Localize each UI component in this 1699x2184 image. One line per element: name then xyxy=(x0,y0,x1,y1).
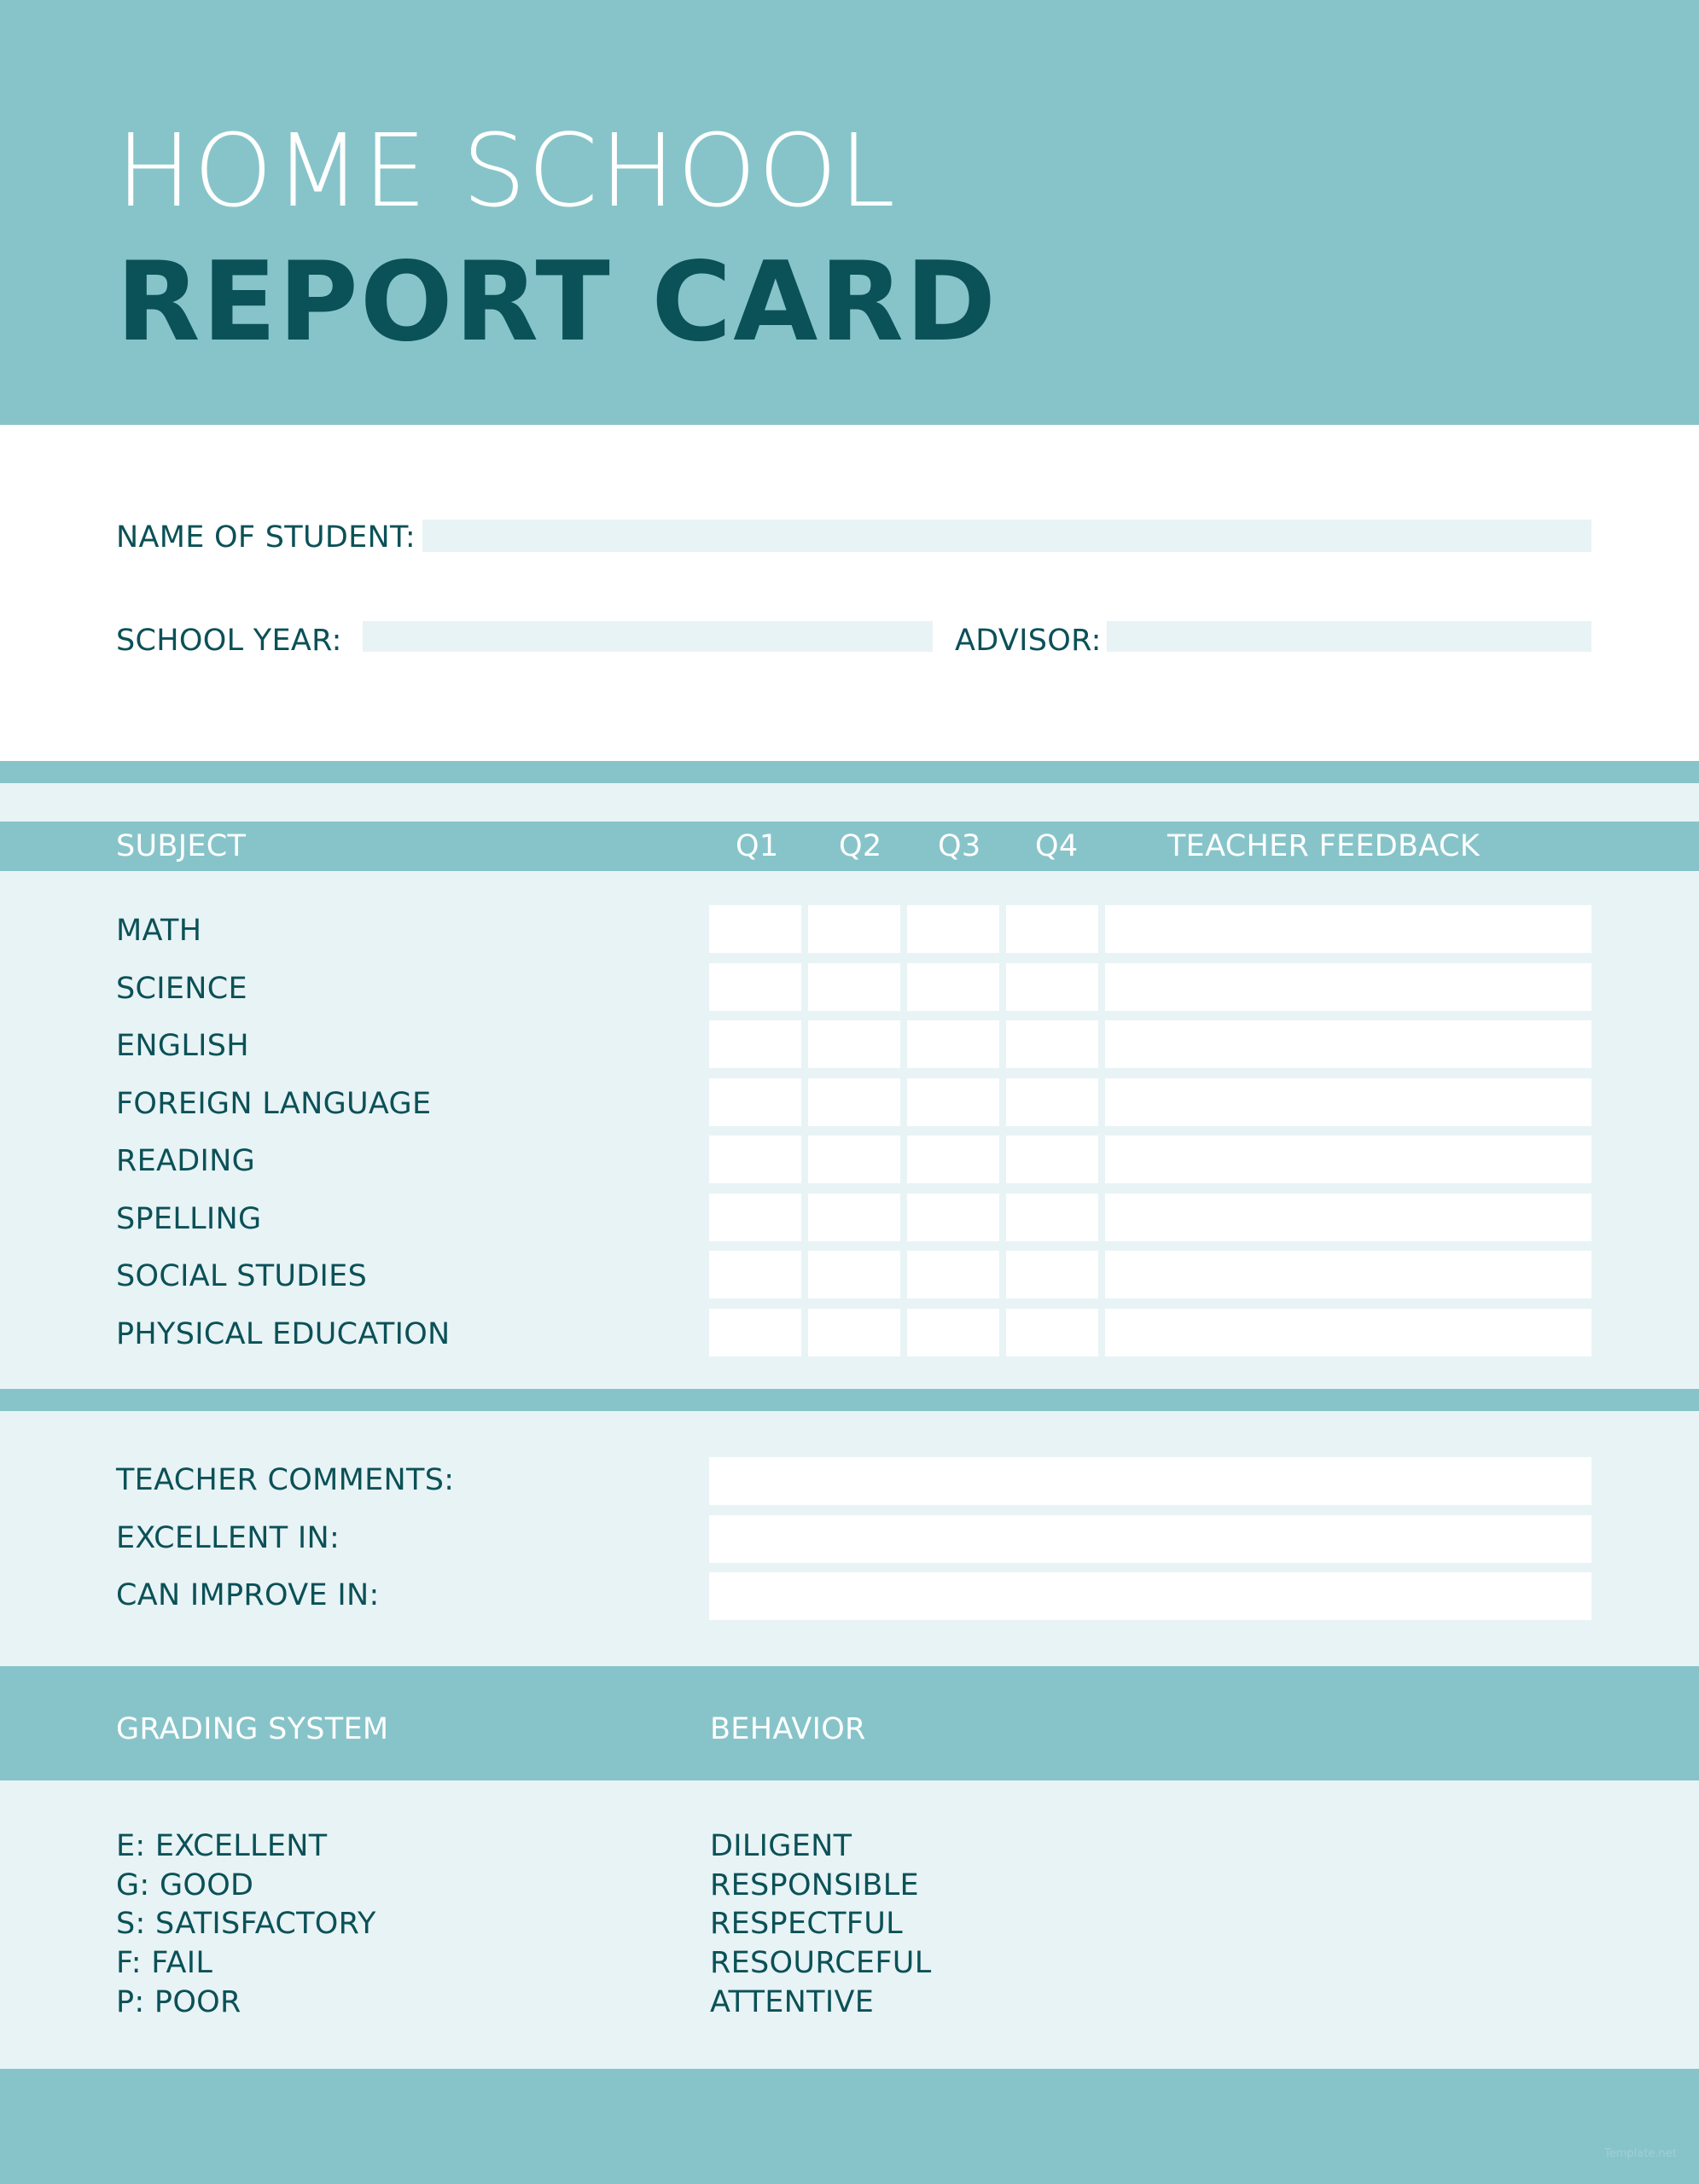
advisor-label: ADVISOR: xyxy=(955,624,1102,658)
subject-label: FOREIGN LANGUAGE xyxy=(116,1086,432,1121)
behavior-list: DILIGENT RESPONSIBLE RESPECTFUL RESOURCEFUL… xyxy=(710,1827,932,2022)
q2-cell[interactable] xyxy=(808,905,900,953)
q3-cell[interactable] xyxy=(907,1308,999,1356)
grading-item: E: EXCELLENT xyxy=(116,1829,328,1863)
q1-cell[interactable] xyxy=(709,1136,801,1183)
school-year-field[interactable] xyxy=(363,621,933,652)
col-q3: Q3 xyxy=(938,829,981,863)
grading-item: F: FAIL xyxy=(116,1946,213,1981)
can-improve-in-label: CAN IMPROVE IN: xyxy=(116,1578,380,1612)
q2-cell[interactable] xyxy=(808,1136,900,1183)
grading-item: S: SATISFACTORY xyxy=(116,1907,376,1942)
title-line1: HOME SCHOOL xyxy=(116,112,898,229)
q1-cell[interactable] xyxy=(709,1308,801,1356)
feedback-cell[interactable] xyxy=(1105,1077,1591,1126)
q3-cell[interactable] xyxy=(907,962,999,1011)
subject-label: SCIENCE xyxy=(116,971,247,1006)
feedback-cell[interactable] xyxy=(1105,1251,1591,1298)
q4-cell[interactable] xyxy=(1006,962,1098,1011)
q2-cell[interactable] xyxy=(808,1193,900,1241)
divider xyxy=(0,1389,1699,1411)
feedback-cell[interactable] xyxy=(1105,1020,1591,1068)
divider xyxy=(0,761,1699,783)
q1-cell[interactable] xyxy=(709,1020,801,1068)
q1-cell[interactable] xyxy=(709,1251,801,1298)
q3-cell[interactable] xyxy=(907,1136,999,1183)
subject-label: READING xyxy=(116,1144,256,1178)
q2-cell[interactable] xyxy=(808,962,900,1011)
feedback-cell[interactable] xyxy=(1105,1308,1591,1356)
col-subject: SUBJECT xyxy=(116,829,247,863)
q4-cell[interactable] xyxy=(1006,905,1098,953)
behavior-item: RESPONSIBLE xyxy=(710,1867,919,1902)
subject-label: PHYSICAL EDUCATION xyxy=(116,1316,451,1351)
legend-header: GRADING SYSTEM BEHAVIOR xyxy=(0,1666,1699,1780)
teacher-comments-label: TEACHER COMMENTS: xyxy=(116,1463,455,1497)
q2-cell[interactable] xyxy=(808,1308,900,1356)
q3-cell[interactable] xyxy=(907,1020,999,1068)
feedback-cell[interactable] xyxy=(1105,962,1591,1011)
col-q1: Q1 xyxy=(736,829,779,863)
feedback-cell[interactable] xyxy=(1105,905,1591,953)
watermark: Template.net xyxy=(1604,2147,1677,2160)
behavior-title: BEHAVIOR xyxy=(710,1712,866,1746)
q4-cell[interactable] xyxy=(1006,1193,1098,1241)
q1-cell[interactable] xyxy=(709,962,801,1011)
q3-cell[interactable] xyxy=(907,1251,999,1298)
q4-cell[interactable] xyxy=(1006,1251,1098,1298)
q2-cell[interactable] xyxy=(808,1251,900,1298)
q3-cell[interactable] xyxy=(907,1193,999,1241)
col-teacher-feedback: TEACHER FEEDBACK xyxy=(1167,829,1480,863)
excellent-in-label: EXCELLENT IN: xyxy=(116,1521,340,1555)
subject-label: SOCIAL STUDIES xyxy=(116,1259,368,1293)
subject-label: ENGLISH xyxy=(116,1029,249,1063)
grading-item: G: GOOD xyxy=(116,1867,254,1902)
q3-cell[interactable] xyxy=(907,1077,999,1126)
q4-cell[interactable] xyxy=(1006,1020,1098,1068)
excellent-in-field[interactable] xyxy=(709,1515,1591,1563)
behavior-item: ATTENTIVE xyxy=(710,1984,875,2019)
q2-cell[interactable] xyxy=(808,1077,900,1126)
name-label: NAME OF STUDENT: xyxy=(116,520,416,555)
feedback-cell[interactable] xyxy=(1105,1136,1591,1183)
behavior-item: RESPECTFUL xyxy=(710,1907,903,1942)
grading-system-title: GRADING SYSTEM xyxy=(116,1712,389,1746)
q4-cell[interactable] xyxy=(1006,1077,1098,1126)
school-year-label: SCHOOL YEAR: xyxy=(116,624,342,658)
col-q2: Q2 xyxy=(839,829,882,863)
legend-section: E: EXCELLENT G: GOOD S: SATISFACTORY F: FAI… xyxy=(0,1780,1699,2069)
header-banner: HOME SCHOOL REPORT CARD xyxy=(0,0,1699,425)
q2-cell[interactable] xyxy=(808,1020,900,1068)
q4-cell[interactable] xyxy=(1006,1308,1098,1356)
subject-label: MATH xyxy=(116,914,202,948)
name-field[interactable] xyxy=(422,520,1591,552)
subject-label: SPELLING xyxy=(116,1201,262,1236)
grades-header: SUBJECT Q1 Q2 Q3 Q4 TEACHER FEEDBACK xyxy=(0,822,1699,871)
teacher-comments-field[interactable] xyxy=(709,1457,1591,1505)
q1-cell[interactable] xyxy=(709,905,801,953)
comments-section: TEACHER COMMENTS: EXCELLENT IN: CAN IMPR… xyxy=(0,1411,1699,1666)
q3-cell[interactable] xyxy=(907,905,999,953)
grading-list: E: EXCELLENT G: GOOD S: SATISFACTORY F: FAI… xyxy=(116,1827,376,2022)
footer-band: Template.net xyxy=(0,2069,1699,2184)
behavior-item: RESOURCEFUL xyxy=(710,1946,932,1981)
q1-cell[interactable] xyxy=(709,1077,801,1126)
col-q4: Q4 xyxy=(1035,829,1079,863)
advisor-field[interactable] xyxy=(1107,621,1591,652)
grading-item: P: POOR xyxy=(116,1984,241,2019)
feedback-cell[interactable] xyxy=(1105,1193,1591,1241)
behavior-item: DILIGENT xyxy=(710,1829,852,1863)
can-improve-in-field[interactable] xyxy=(709,1572,1591,1620)
title-line2: REPORT CARD xyxy=(116,239,998,366)
q4-cell[interactable] xyxy=(1006,1136,1098,1183)
q1-cell[interactable] xyxy=(709,1193,801,1241)
